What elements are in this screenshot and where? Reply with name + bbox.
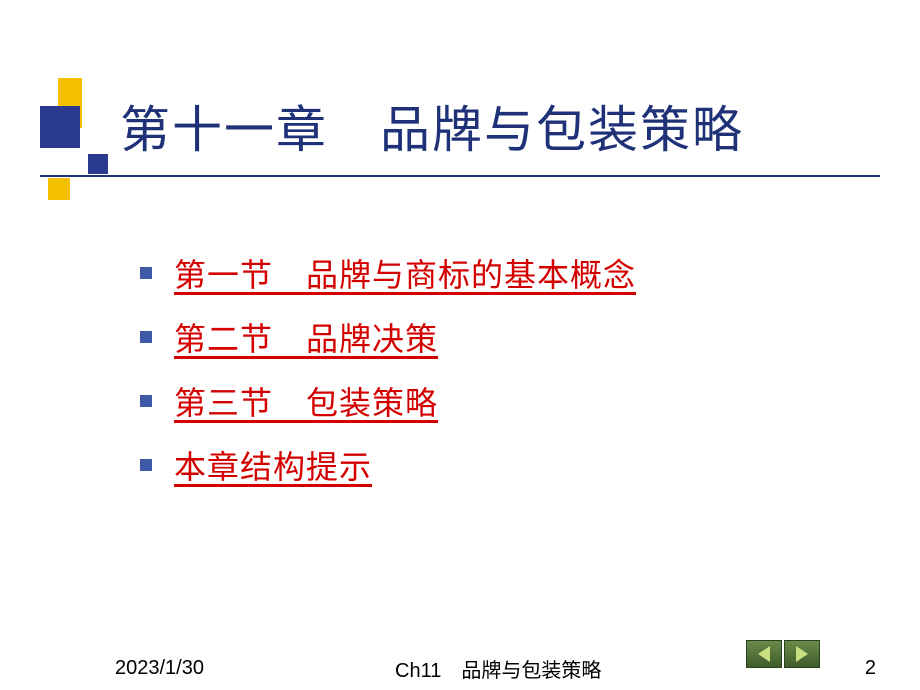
list-item: 第三节 包装策略 [140, 378, 636, 424]
deco-shape [48, 178, 70, 200]
footer-title: Ch11 品牌与包装策略 [395, 654, 601, 683]
footer-date: 2023/1/30 [115, 657, 204, 680]
prev-button[interactable] [746, 640, 782, 668]
list-item: 第二节 品牌决策 [140, 314, 636, 360]
bullet-icon [140, 331, 152, 343]
arrow-left-icon [758, 646, 770, 662]
title-decoration [40, 78, 108, 218]
title-divider [40, 175, 880, 177]
page-number: 2 [865, 657, 876, 680]
section-link-1[interactable]: 第一节 品牌与商标的基本概念 [174, 250, 636, 296]
list-item: 本章结构提示 [140, 442, 636, 488]
deco-shape [40, 106, 80, 148]
bullet-icon [140, 395, 152, 407]
content-list: 第一节 品牌与商标的基本概念 第二节 品牌决策 第三节 包装策略 本章结构提示 [140, 250, 636, 506]
section-link-2[interactable]: 第二节 品牌决策 [174, 314, 438, 360]
arrow-right-icon [796, 646, 808, 662]
bullet-icon [140, 459, 152, 471]
section-link-4[interactable]: 本章结构提示 [174, 442, 372, 488]
section-link-3[interactable]: 第三节 包装策略 [174, 378, 438, 424]
bullet-icon [140, 267, 152, 279]
deco-shape [88, 154, 108, 174]
chapter-title: 第十一章 品牌与包装策略 [120, 90, 744, 162]
next-button[interactable] [784, 640, 820, 668]
nav-buttons [746, 640, 820, 668]
list-item: 第一节 品牌与商标的基本概念 [140, 250, 636, 296]
